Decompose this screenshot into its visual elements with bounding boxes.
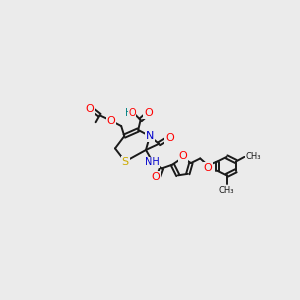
Text: O: O <box>204 163 212 173</box>
Text: N: N <box>146 131 154 141</box>
Text: CH₃: CH₃ <box>219 186 234 195</box>
Text: S: S <box>122 157 129 166</box>
Text: O: O <box>152 172 161 182</box>
Text: O: O <box>144 108 153 118</box>
Text: H: H <box>125 108 133 118</box>
Text: NH: NH <box>145 157 160 167</box>
Text: CH₃: CH₃ <box>246 152 262 161</box>
Text: O: O <box>128 108 136 118</box>
Text: O: O <box>107 116 116 126</box>
Text: O: O <box>165 134 174 143</box>
Text: O: O <box>179 151 188 161</box>
Text: O: O <box>86 104 94 114</box>
